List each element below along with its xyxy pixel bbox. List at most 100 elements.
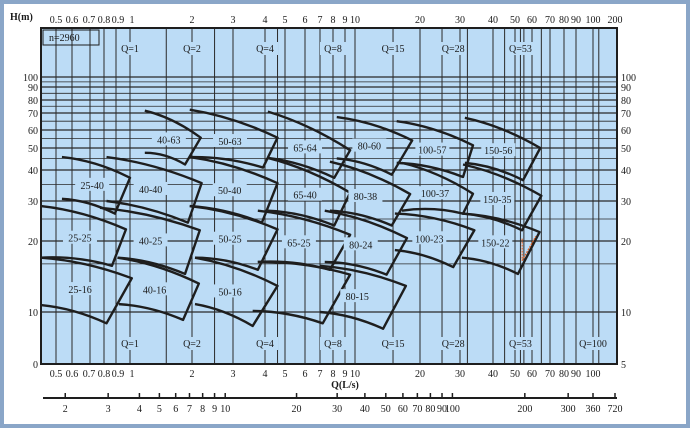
y-tick-label-left: 50 <box>28 144 38 155</box>
region-label: 50-40 <box>218 186 241 197</box>
y-tick-label-right: 50 <box>621 144 631 155</box>
region-label-background <box>412 231 447 245</box>
pump-region-80-60 <box>336 115 414 176</box>
q-label-background <box>320 42 346 55</box>
region-label: 40-63 <box>157 135 180 146</box>
x-axis-label: Q(L/s) <box>331 380 359 391</box>
y-tick-label-left: 40 <box>28 166 38 177</box>
x-tick-label-bottom: 10 <box>350 369 360 380</box>
region-label-background <box>213 231 248 245</box>
x-tick-label-bottom: 6 <box>303 369 308 380</box>
q-label: Q=4 <box>256 44 274 55</box>
region-label-background <box>63 282 98 296</box>
secondary-axis-tick-label: 4 <box>137 404 142 415</box>
x-tick-label-top: 7 <box>318 15 323 26</box>
q-label: Q=100 <box>579 339 607 350</box>
q-label: Q=28 <box>442 339 465 350</box>
q-label-background <box>507 42 534 55</box>
y-tick-label-right: 100 <box>621 73 636 84</box>
x-tick-label-bottom: 100 <box>586 369 601 380</box>
pump-region-100-37 <box>401 161 475 215</box>
region-label-background <box>352 138 387 152</box>
pump-region-50-63 <box>189 108 279 169</box>
x-tick-label-top: 40 <box>488 15 498 26</box>
y-tick-label-right: 40 <box>621 166 631 177</box>
x-tick-label-top: 0.8 <box>98 15 111 26</box>
region-label-background <box>348 188 383 202</box>
secondary-axis-tick-label: 6 <box>173 404 178 415</box>
q-label-background <box>179 337 205 350</box>
region-label-background <box>417 186 452 200</box>
x-tick-label-top: 50 <box>510 15 520 26</box>
secondary-axis-tick-label: 360 <box>586 404 601 415</box>
pump-region-50-25 <box>189 204 279 271</box>
q-label: Q=8 <box>324 44 342 55</box>
pump-regions <box>40 108 543 330</box>
q-label: Q=4 <box>256 339 274 350</box>
x-tick-label-top: 8 <box>331 15 336 26</box>
x-tick-label-top: 2 <box>190 15 195 26</box>
region-label: 100-23 <box>415 234 443 245</box>
q-label-background <box>380 337 407 350</box>
region-label: 65-25 <box>287 238 310 249</box>
region-label: 50-63 <box>218 137 241 148</box>
region-label: 40-25 <box>139 236 162 247</box>
region-label-background <box>133 233 168 247</box>
x-tick-label-bottom: 0.7 <box>83 369 96 380</box>
y-tick-label-left: 100 <box>23 73 38 84</box>
speed-label: n=2960 <box>49 33 80 44</box>
y-tick-label-right: 10 <box>621 308 631 319</box>
x-tick-label-top: 0.5 <box>50 15 63 26</box>
q-label-background <box>440 337 467 350</box>
x-tick-label-top: 100 <box>586 15 601 26</box>
region-label-background <box>213 284 248 298</box>
region-label-background <box>480 192 515 206</box>
q-label: Q=15 <box>382 44 405 55</box>
region-label-background <box>340 289 375 303</box>
q-label: Q=8 <box>324 339 342 350</box>
q-label: Q=1 <box>121 339 139 350</box>
x-tick-label-bottom: 30 <box>455 369 465 380</box>
x-tick-label-bottom: 80 <box>559 369 569 380</box>
x-tick-label-top: 0.9 <box>112 15 125 26</box>
q-label-background <box>440 42 467 55</box>
secondary-axis-tick-label: 200 <box>517 404 532 415</box>
x-tick-label-bottom: 3 <box>231 369 236 380</box>
region-label: 50-25 <box>218 235 241 246</box>
region-label-background <box>415 142 450 156</box>
q-label: Q=15 <box>382 339 405 350</box>
x-tick-label-top: 90 <box>571 15 581 26</box>
q-label: Q=1 <box>121 44 139 55</box>
plot-border <box>40 27 618 365</box>
region-label: 25-16 <box>68 285 91 296</box>
x-tick-label-top: 30 <box>455 15 465 26</box>
x-tick-label-top: 3 <box>231 15 236 26</box>
q-label-background <box>380 42 407 55</box>
x-tick-label-top: 0.7 <box>83 15 96 26</box>
x-tick-label-bottom: 1 <box>130 369 135 380</box>
pump-region-80-15 <box>319 264 408 330</box>
q-label-background <box>117 337 143 350</box>
region-label-background <box>213 134 248 148</box>
secondary-axis-tick-label: 9 <box>212 404 217 415</box>
q-label-background <box>507 337 534 350</box>
y-tick-label-left: 90 <box>28 83 38 94</box>
secondary-axis-tick-label: 30 <box>332 404 342 415</box>
y-tick-label-left: 20 <box>28 237 38 248</box>
y-tick-label-left: 10 <box>28 308 38 319</box>
x-tick-label-bottom: 0.8 <box>98 369 111 380</box>
x-tick-label-bottom: 5 <box>283 369 288 380</box>
q-label-background <box>320 337 346 350</box>
grid <box>41 28 617 364</box>
x-tick-label-top: 1 <box>130 15 135 26</box>
region-label-background <box>212 183 247 197</box>
region-label: 150-35 <box>483 195 511 206</box>
x-tick-label-top: 20 <box>415 15 425 26</box>
x-tick-label-bottom: 50 <box>510 369 520 380</box>
x-tick-label-bottom: 7 <box>318 369 323 380</box>
region-label: 50-16 <box>218 287 241 298</box>
q-label: Q=53 <box>509 339 532 350</box>
pump-region-150-22 <box>461 212 541 276</box>
x-tick-label-top: 5 <box>283 15 288 26</box>
region-label-background <box>75 177 110 191</box>
